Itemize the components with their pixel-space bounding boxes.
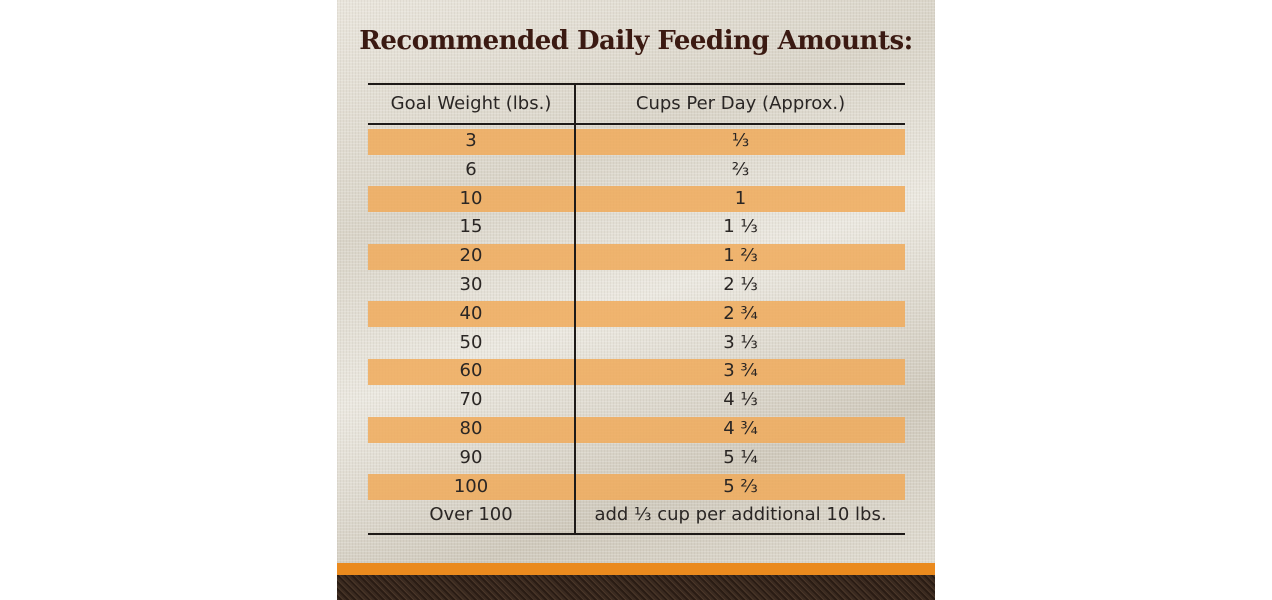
row-band [368, 243, 905, 270]
row-band [368, 416, 905, 443]
row-band [368, 186, 905, 213]
table-cell: 3 ¾ [723, 360, 758, 382]
table-cell: ⅔ [731, 158, 750, 180]
row-band [368, 358, 905, 385]
table-cell: 6 [465, 158, 477, 180]
row-band [368, 128, 905, 155]
header-cell: Cups Per Day (Approx.) [635, 93, 846, 114]
table-cell: 15 [459, 216, 483, 238]
header-rule [368, 123, 905, 125]
table-cell: 1 ⅓ [723, 216, 758, 238]
feeding-panel: Recommended Daily Feeding Amounts: Goal … [337, 0, 935, 600]
row-band [368, 301, 905, 328]
table-cell: 3 [465, 130, 477, 151]
table-cell: 1 ⅔ [723, 245, 758, 267]
table-cell: 40 [459, 302, 483, 324]
table-cell: ⅓ [731, 130, 750, 151]
table-top-rule [368, 83, 905, 85]
table-bottom-rule [368, 533, 905, 535]
table-cell: 30 [459, 274, 483, 295]
table-cell: 10 [459, 187, 483, 209]
table-cell: 5 ⅔ [723, 475, 758, 497]
header-cell: Goal Weight (lbs.) [390, 93, 552, 114]
table-cell: 3 ⅓ [723, 331, 758, 353]
table-cell: 1 [734, 187, 747, 209]
orange-stripe [337, 563, 935, 575]
table-cell: 4 ¾ [723, 418, 758, 439]
table-cell: 4 ⅓ [723, 389, 758, 411]
table-cell: 2 ⅓ [723, 274, 758, 295]
table-cell: 90 [459, 446, 483, 468]
table-cell: 80 [459, 418, 483, 439]
table-cell: 5 ¼ [723, 446, 758, 468]
table-cell: 70 [459, 389, 483, 411]
table-cell: 100 [453, 475, 489, 497]
table-cell: add ⅓ cup per additional 10 lbs. [594, 504, 887, 526]
soil-strip [337, 575, 935, 600]
column-divider [574, 84, 576, 535]
title: Recommended Daily Feeding Amounts: [359, 26, 913, 56]
table-cell: 2 ¾ [723, 302, 758, 324]
table-cell: 60 [459, 360, 483, 382]
row-band [368, 474, 905, 501]
table-cell: Over 100 [429, 504, 513, 526]
table-cell: 50 [459, 331, 483, 353]
table-cell: 20 [459, 245, 483, 267]
